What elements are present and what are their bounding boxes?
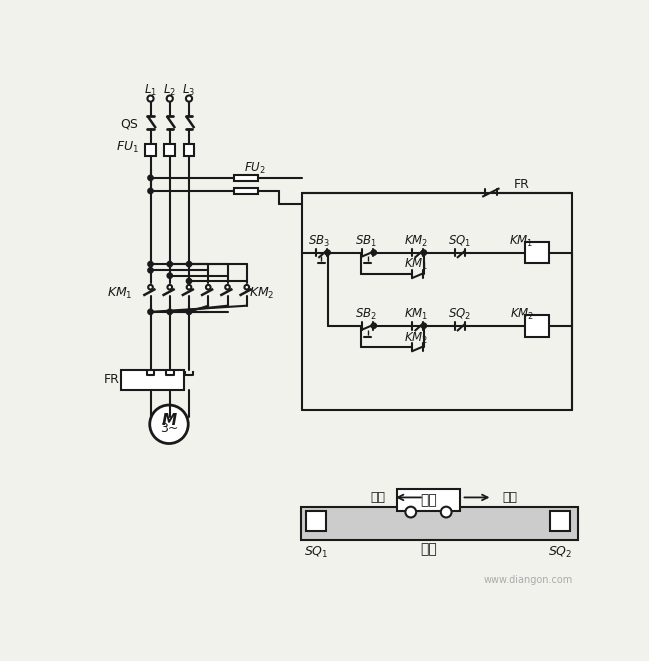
Circle shape [167, 274, 172, 278]
Text: FR: FR [104, 373, 120, 386]
Bar [145, 144, 156, 156]
Text: $KM_1$: $KM_1$ [404, 257, 428, 272]
Circle shape [245, 285, 249, 290]
Circle shape [371, 251, 376, 255]
Text: $SB_3$: $SB_3$ [308, 233, 330, 249]
Circle shape [187, 285, 191, 290]
Text: $KM_2$: $KM_2$ [404, 330, 428, 346]
Circle shape [148, 285, 153, 290]
Circle shape [225, 285, 230, 290]
Circle shape [167, 285, 172, 290]
Text: $KM_1$: $KM_1$ [509, 233, 534, 249]
Text: QS: QS [120, 118, 138, 130]
Text: 设备: 设备 [420, 492, 437, 507]
Circle shape [147, 95, 154, 102]
Text: $SB_2$: $SB_2$ [355, 307, 377, 322]
Text: $L_3$: $L_3$ [182, 83, 195, 98]
Circle shape [167, 95, 173, 102]
Circle shape [148, 176, 153, 180]
Circle shape [187, 262, 191, 266]
Text: $SQ_2$: $SQ_2$ [448, 307, 471, 322]
Text: 向后: 向后 [502, 491, 517, 504]
Bar [526, 315, 548, 336]
Circle shape [148, 262, 153, 266]
Circle shape [422, 323, 426, 328]
Bar [234, 188, 258, 194]
Circle shape [150, 405, 188, 444]
Circle shape [441, 507, 452, 518]
Bar [550, 510, 570, 531]
Bar [306, 510, 326, 531]
Text: FR: FR [514, 178, 530, 190]
Text: 3~: 3~ [160, 422, 178, 436]
Text: $L_1$: $L_1$ [144, 83, 157, 98]
Bar [164, 144, 175, 156]
Circle shape [187, 279, 191, 284]
Text: M: M [162, 413, 177, 428]
Bar [526, 242, 548, 263]
Circle shape [167, 309, 172, 314]
Circle shape [148, 309, 153, 314]
Circle shape [187, 309, 191, 314]
Text: $L_2$: $L_2$ [164, 83, 177, 98]
Text: $KM_2$: $KM_2$ [249, 286, 274, 301]
Text: $SQ_2$: $SQ_2$ [548, 545, 572, 560]
Bar [234, 175, 258, 181]
Text: $SB_1$: $SB_1$ [355, 233, 377, 249]
Circle shape [206, 285, 210, 290]
Text: $SQ_1$: $SQ_1$ [304, 545, 328, 560]
Text: $FU_2$: $FU_2$ [243, 161, 265, 176]
Circle shape [148, 188, 153, 193]
Circle shape [422, 251, 426, 255]
Circle shape [371, 323, 376, 328]
Text: $KM_1$: $KM_1$ [107, 286, 132, 301]
Text: $KM_2$: $KM_2$ [509, 307, 533, 322]
Text: 挡铁: 挡铁 [420, 542, 437, 556]
Circle shape [167, 262, 172, 266]
Text: $KM_1$: $KM_1$ [404, 307, 428, 322]
Bar [300, 507, 578, 540]
Bar [121, 370, 184, 391]
Text: 向前: 向前 [371, 491, 386, 504]
Text: $KM_2$: $KM_2$ [404, 233, 428, 249]
Text: www.diangon.com: www.diangon.com [484, 575, 572, 585]
Text: $FU_1$: $FU_1$ [116, 139, 139, 155]
Bar [397, 489, 460, 510]
Circle shape [148, 268, 153, 272]
Bar [184, 144, 195, 156]
Circle shape [406, 507, 416, 518]
Text: $SQ_1$: $SQ_1$ [448, 233, 471, 249]
Circle shape [186, 95, 192, 102]
Circle shape [325, 251, 330, 255]
